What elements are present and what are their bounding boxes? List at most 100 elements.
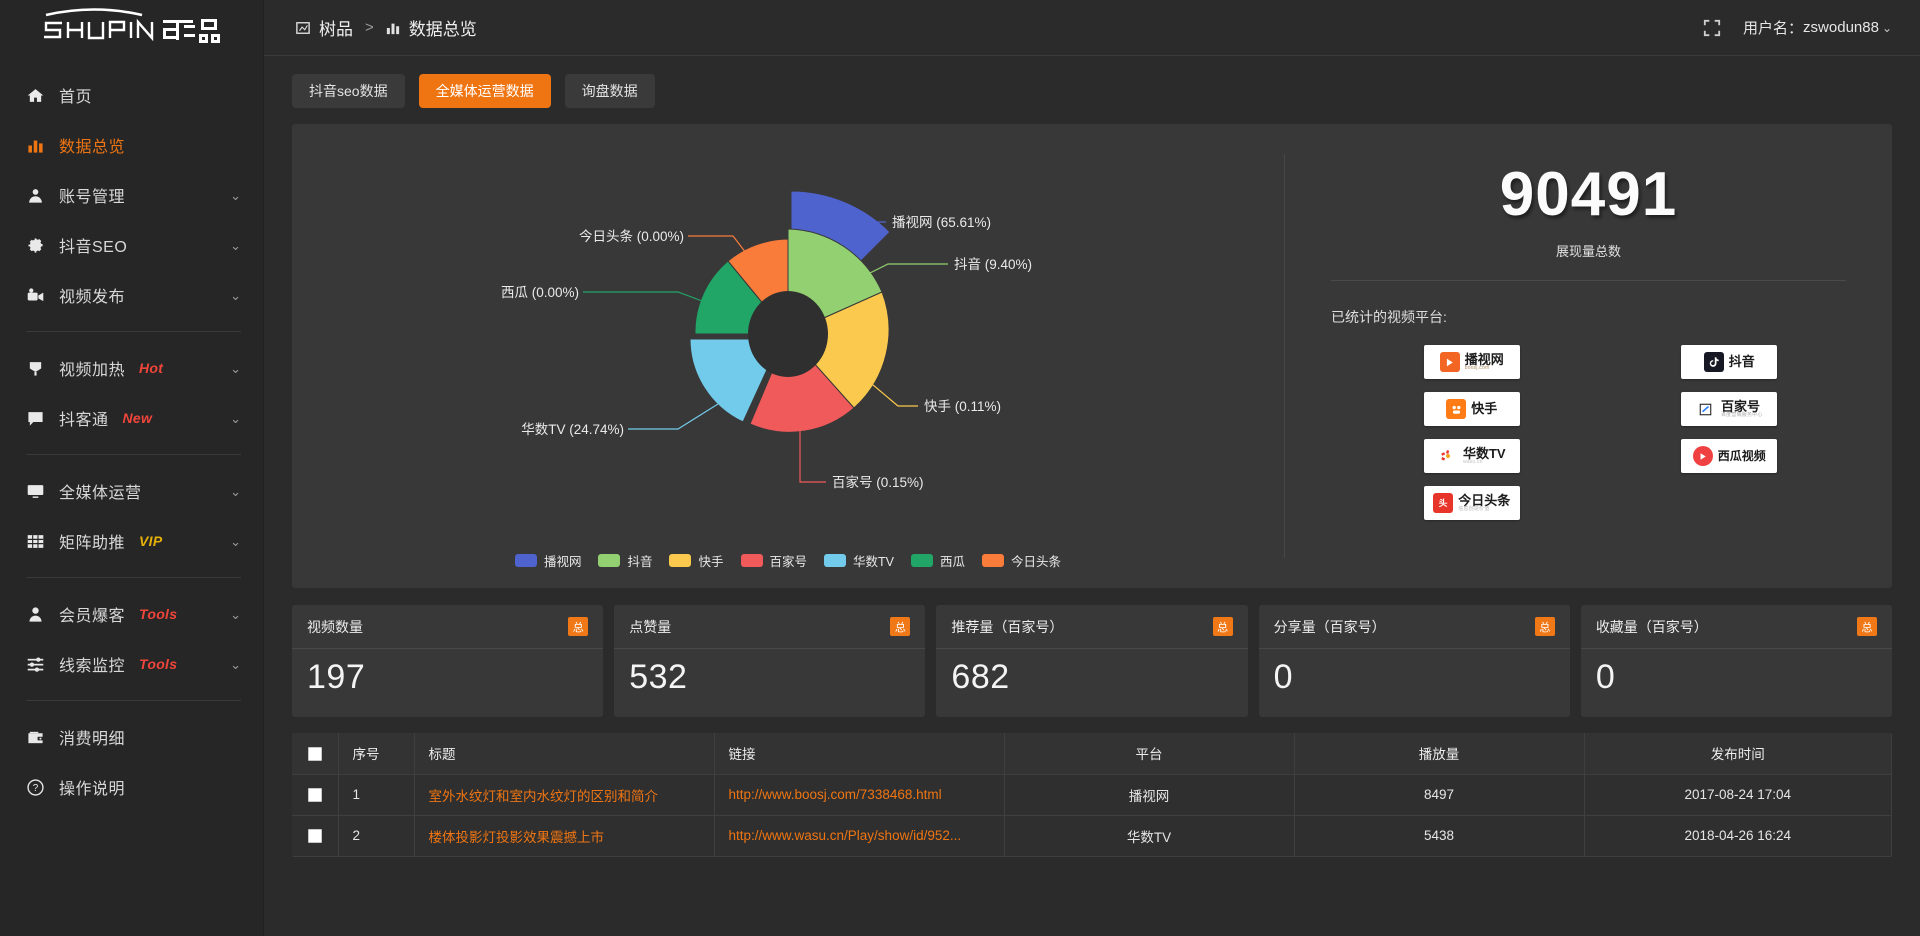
sidebar-item-home[interactable]: 首页 [0,70,263,120]
card-value: 0 [1595,658,1616,696]
legend-swatch [669,554,692,567]
sidebar-item-tag: New [122,410,153,426]
sidebar: 首页 数据总览 账号管理 ⌄ 抖音SEO ⌄ [0,0,264,936]
xigua-logo-icon [1692,446,1713,467]
table-row[interactable]: 2 楼体投影灯投影效果震撼上市 http://www.wasu.cn/Play/… [292,815,1892,857]
pie-label-douyin: 抖音 (9.40%) [954,256,1032,272]
column-header-title[interactable]: 标题 [414,733,715,775]
legend-label: 百家号 [769,555,808,569]
legend-item-toutiao[interactable]: 今日头条 [982,551,1061,570]
sidebar-item-label: 消费明细 [59,731,126,748]
cell-title-link[interactable]: 室外水纹灯和室内水纹灯的区别和简介 [414,774,715,816]
sidebar-item-douyin-seo[interactable]: 抖音SEO ⌄ [0,220,263,270]
sidebar-item-omnimedia-ops[interactable]: 全媒体运营 ⌄ [0,466,263,516]
cell-title-link[interactable]: 楼体投影灯投影效果震撼上市 [414,815,715,857]
legend-item-douyin[interactable]: 抖音 [598,551,652,570]
card-title: 分享量（百家号） [1273,618,1386,635]
gear-icon [24,234,46,256]
sidebar-item-video-boost[interactable]: 视频加热 Hot ⌄ [0,343,263,393]
column-header-platform[interactable]: 平台 [1004,733,1295,775]
sidebar-item-matrix-boost[interactable]: 矩阵助推 VIP ⌄ [0,516,263,566]
sidebar-item-lead-monitor[interactable]: 线索监控 Tools ⌄ [0,639,263,689]
sidebar-item-label: 账号管理 [59,189,126,206]
sidebar-nav: 首页 数据总览 账号管理 ⌄ 抖音SEO ⌄ [0,56,263,812]
sidebar-item-tag: VIP [139,533,163,549]
sidebar-item-tag: Hot [139,360,164,376]
sidebar-item-label: 数据总览 [59,139,126,156]
sidebar-divider [26,577,241,578]
legend-swatch [824,554,847,567]
select-all-checkbox[interactable] [307,746,322,761]
tab-omnimedia-ops-data[interactable]: 全媒体运营数据 [418,74,551,108]
cell-index: 1 [338,774,415,816]
brand-logo[interactable] [0,0,263,56]
sidebar-item-label: 全媒体运营 [59,485,142,502]
card-title: 推荐量（百家号） [951,618,1064,635]
sidebar-item-member-leads[interactable]: 会员爆客 Tools ⌄ [0,589,263,639]
breadcrumb-root[interactable]: 树品 [319,20,353,39]
sidebar-divider [26,454,241,455]
platform-chip-xigua[interactable]: 西瓜视频 [1681,439,1778,474]
card-total-badge: 总 [1534,617,1555,636]
legend-swatch [598,554,621,567]
card-total-badge: 总 [1857,617,1878,636]
card-header: 点赞量 总 [614,605,926,649]
legend-swatch [740,554,763,567]
legend-item-wasu[interactable]: 华数TV [824,551,894,570]
pie-labels: 播视网 (65.61%) 抖音 (9.40%) 快手 (0.11%) 百家号 (… [501,215,1032,490]
column-header-index[interactable]: 序号 [338,733,415,775]
legend-label: 华数TV [853,555,894,569]
total-impressions-value: 90491 [1499,160,1678,229]
tab-douyin-seo-data[interactable]: 抖音seo数据 [292,74,405,108]
card-title: 视频数量 [307,618,363,635]
tab-inquiry-data[interactable]: 询盘数据 [564,74,655,108]
content: 播视网 (65.61%) 抖音 (9.40%) 快手 (0.11%) 百家号 (… [264,108,1920,936]
legend-item-boosj[interactable]: 播视网 [514,551,581,570]
platform-chip-baijiahao[interactable]: 百家号 百度营销服务中心 [1681,392,1778,427]
sidebar-item-label: 视频加热 [59,362,126,379]
pie-label-wasu: 华数TV (24.74%) [521,422,624,437]
video-table-element: 序号 标题 链接 平台 播放量 发布时间 [292,733,1892,857]
select-all-cell[interactable] [292,733,339,775]
video-camera-icon [24,284,46,306]
legend-item-kuaishou[interactable]: 快手 [669,551,724,570]
sidebar-item-account-management[interactable]: 账号管理 ⌄ [0,170,263,220]
pie-slice-baijiahao[interactable] [749,333,855,433]
table-header: 序号 标题 链接 平台 播放量 发布时间 [292,733,1892,775]
chevron-down-icon: ⌄ [230,410,241,426]
sidebar-item-consumption-detail[interactable]: 消费明细 [0,712,263,762]
row-select-cell[interactable] [292,815,339,857]
user-menu[interactable]: 用户名： zswodun88 ⌄ [1743,17,1892,38]
toutiao-logo-icon: 头 [1433,493,1454,514]
row-select-cell[interactable] [292,774,339,816]
platform-chip-boosj[interactable]: 播视网 boosj.com [1423,345,1520,380]
platform-chip-douyin[interactable]: 抖音 [1681,345,1778,380]
cell-url-link[interactable]: http://www.boosj.com/7338468.html [714,774,1005,816]
sidebar-item-operation-guide[interactable]: ? 操作说明 [0,762,263,812]
pie-label-kuaishou: 快手 (0.11%) [924,399,1001,414]
card-value: 0 [1273,658,1294,696]
sidebar-item-tag: Tools [139,606,178,622]
row-checkbox[interactable] [307,788,322,803]
fullscreen-icon[interactable] [1703,19,1721,37]
column-header-published[interactable]: 发布时间 [1584,733,1892,775]
legend-item-baijiahao[interactable]: 百家号 [740,551,808,570]
sidebar-item-video-publish[interactable]: 视频发布 ⌄ [0,270,263,320]
platform-chip-wasu[interactable]: 华数TV wasu.cn [1423,439,1520,474]
stat-card-row: 视频数量 总 197 点赞量 总 532 推荐量（百家号） 总 [292,605,1893,717]
table-row[interactable]: 1 室外水纹灯和室内水纹灯的区别和简介 http://www.boosj.com… [292,774,1892,816]
sidebar-item-data-overview[interactable]: 数据总览 [0,120,263,170]
column-header-plays[interactable]: 播放量 [1294,733,1585,775]
row-checkbox[interactable] [307,829,322,844]
column-header-link[interactable]: 链接 [714,733,1005,775]
cell-url-link[interactable]: http://www.wasu.cn/Play/show/id/952... [714,815,1005,857]
main-area: 树品 > 数据总览 用户名： zswodun88 ⌄ 抖音seo数据 全媒体运营 [264,0,1920,936]
pie-slice-kuaishou[interactable] [787,291,890,409]
cell-index: 2 [338,815,415,857]
legend-item-xigua[interactable]: 西瓜 [911,551,965,570]
sidebar-item-douketong[interactable]: 抖客通 New ⌄ [0,393,263,443]
platform-chip-toutiao[interactable]: 头 今日头条 信息创造价值 [1423,486,1520,521]
chevron-down-icon: ⌄ [230,360,241,376]
boosj-logo-icon [1439,352,1460,373]
platform-chip-kuaishou[interactable]: 快手 [1423,392,1520,427]
